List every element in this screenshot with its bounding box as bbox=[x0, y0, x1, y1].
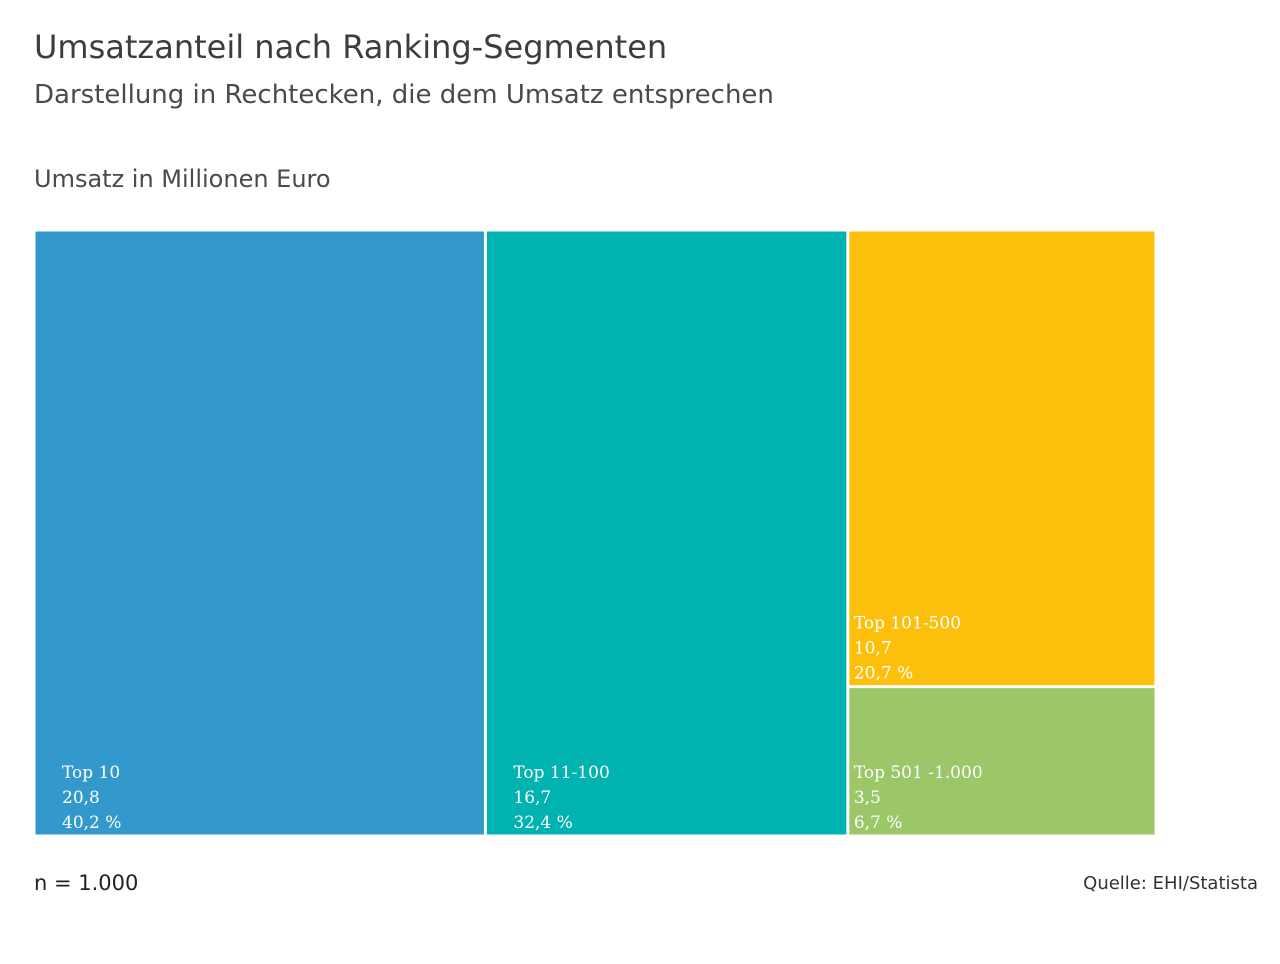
tile-rect-top-10 bbox=[35, 231, 484, 835]
chart-subtitle: Darstellung in Rechtecken, die dem Umsat… bbox=[34, 80, 774, 110]
tile-share-top-11-100: 32,4 % bbox=[513, 813, 572, 833]
tile-value-top-501-1-000: 3,5 bbox=[854, 788, 881, 808]
tile-label-top-10: Top 10 bbox=[62, 763, 120, 783]
tile-share-top-501-1-000: 6,7 % bbox=[854, 813, 903, 833]
sample-size-note: n = 1.000 bbox=[34, 871, 139, 895]
tile-top-101-500: Top 101-500 10,7 20,7 % bbox=[849, 231, 1155, 686]
unit-label: Umsatz in Millionen Euro bbox=[34, 165, 331, 193]
tile-rect-top-11-100 bbox=[486, 231, 847, 835]
tile-value-top-10: 20,8 bbox=[62, 788, 100, 808]
tile-top-11-100: Top 11-100 16,7 32,4 % bbox=[486, 231, 847, 835]
tile-share-top-10: 40,2 % bbox=[62, 813, 121, 833]
tile-top-501-1-000: Top 501 -1.000 3,5 6,7 % bbox=[849, 688, 1155, 835]
tile-top-10: Top 10 20,8 40,2 % bbox=[35, 231, 484, 835]
source-note: Quelle: EHI/Statista bbox=[1083, 873, 1258, 894]
tile-rect-top-101-500 bbox=[849, 231, 1155, 686]
tile-value-top-11-100: 16,7 bbox=[513, 788, 551, 808]
tile-label-top-11-100: Top 11-100 bbox=[513, 763, 609, 783]
chart-title: Umsatzanteil nach Ranking-Segmenten bbox=[34, 28, 668, 66]
tile-rect-top-501-1-000 bbox=[849, 688, 1155, 835]
tile-label-top-501-1-000: Top 501 -1.000 bbox=[854, 763, 983, 783]
tile-label-top-101-500: Top 101-500 bbox=[854, 614, 961, 634]
tile-value-top-101-500: 10,7 bbox=[854, 639, 892, 659]
tile-share-top-101-500: 20,7 % bbox=[854, 664, 913, 684]
